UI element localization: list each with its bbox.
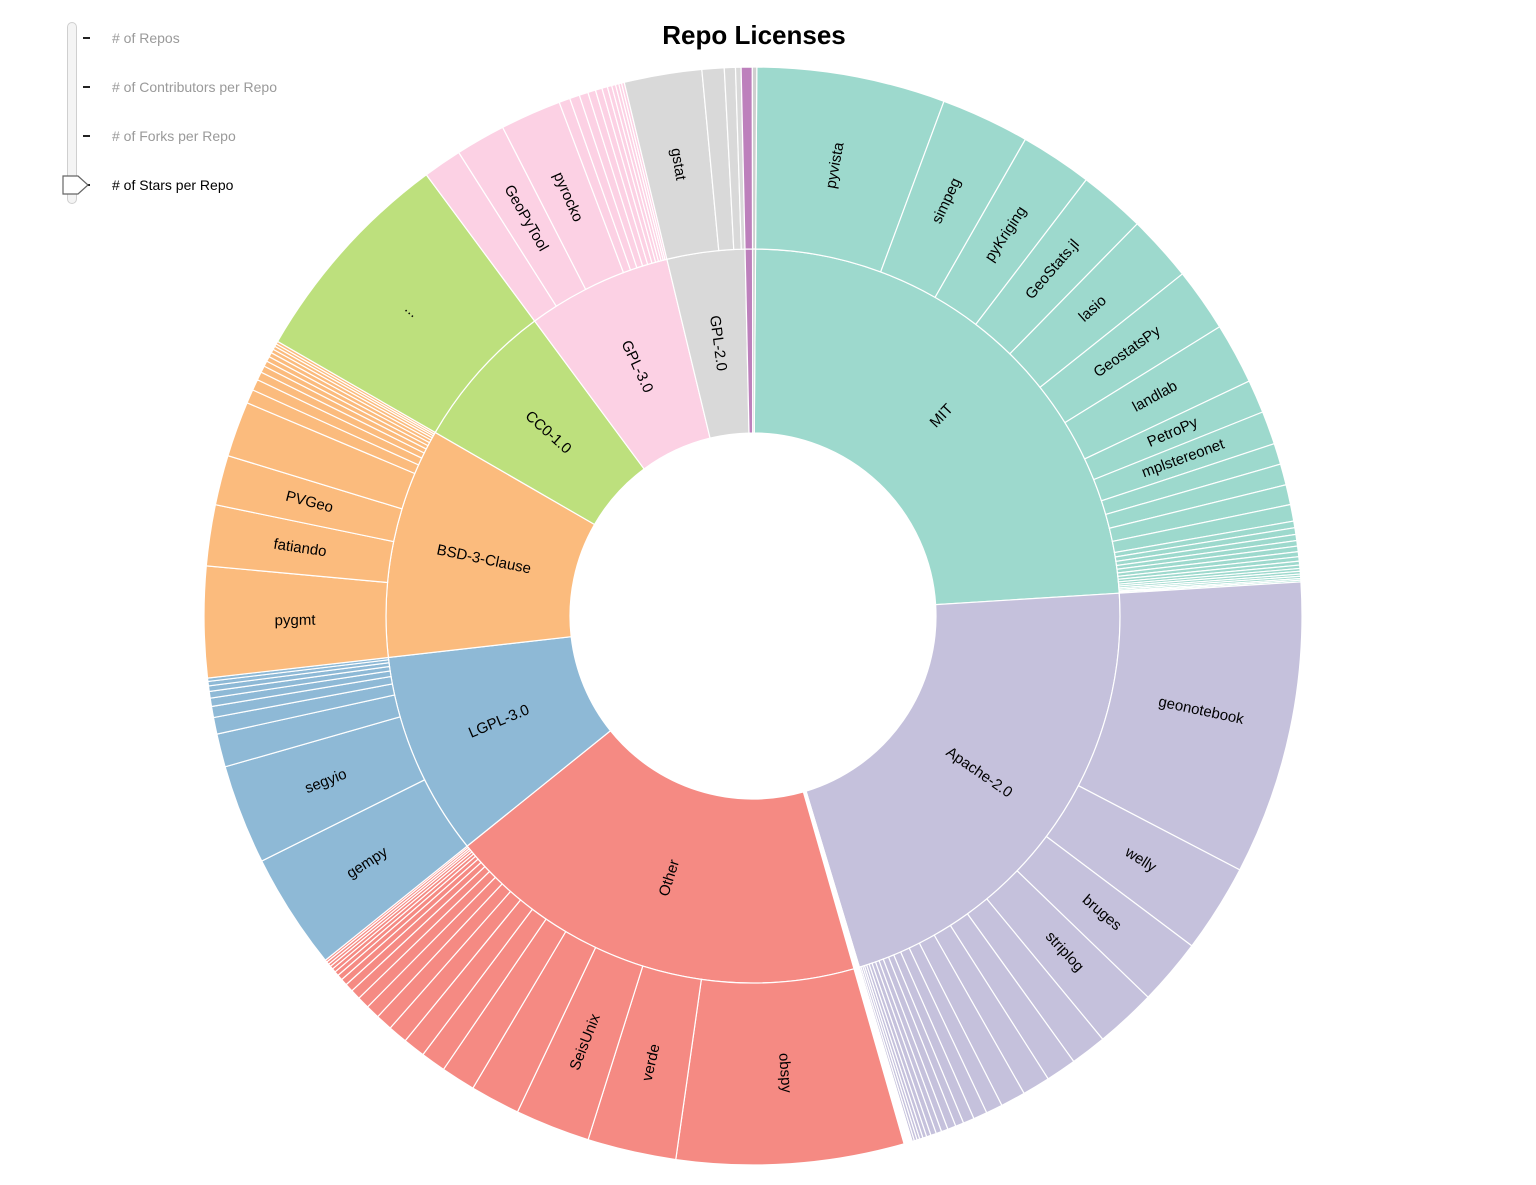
chart-title: Repo Licenses	[662, 20, 846, 50]
repo-segment-pygmt[interactable]	[203, 565, 390, 679]
slider-option-contributors[interactable]: # of Contributors per Repo	[83, 77, 277, 97]
slider-option-repos[interactable]: # of Repos	[83, 28, 180, 48]
slider-option-label: # of Stars per Repo	[112, 177, 234, 193]
slider-tick	[83, 135, 90, 137]
slider-tick	[83, 86, 90, 88]
slider-option-label: # of Repos	[112, 30, 180, 46]
slider-option-forks[interactable]: # of Forks per Repo	[83, 126, 236, 146]
slider-track[interactable]	[67, 22, 77, 204]
slider-handle-icon[interactable]	[62, 175, 90, 195]
sunburst-segments	[203, 66, 1303, 1166]
slider-option-label: # of Forks per Repo	[112, 128, 236, 144]
metric-slider[interactable]: # of Repos # of Contributors per Repo # …	[58, 18, 318, 208]
repo-segment[interactable]	[751, 66, 758, 250]
slider-option-label: # of Contributors per Repo	[112, 79, 277, 95]
slider-tick	[83, 37, 90, 39]
